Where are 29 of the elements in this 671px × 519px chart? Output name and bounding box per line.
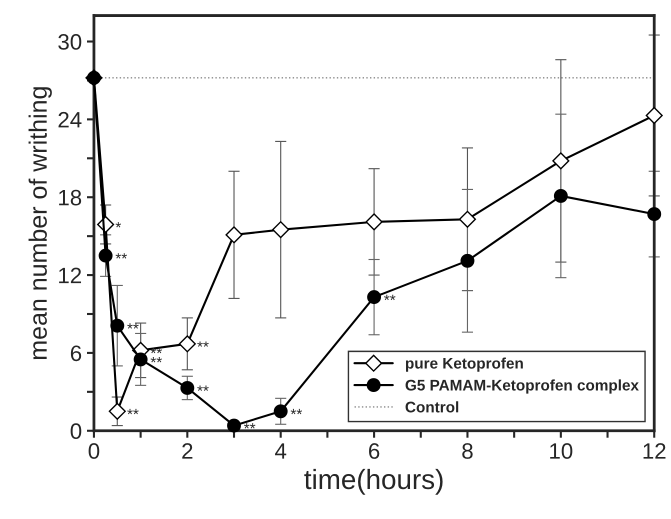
x-tick-label: 12: [644, 443, 666, 459]
annotation: **: [116, 253, 127, 259]
annotation: **: [244, 423, 256, 429]
x-tick-label: 8: [462, 443, 473, 459]
annotation: *: [116, 222, 122, 228]
annotation: **: [290, 408, 302, 414]
y-tick-label: 18: [59, 190, 82, 206]
y-tick-label: 24: [58, 112, 82, 128]
y-tick-label: 6: [70, 345, 82, 362]
y-axis-title: mean number of writhing: [28, 87, 52, 360]
x-tick-label: 2: [182, 443, 192, 459]
legend-label: Control: [406, 401, 458, 412]
annotation: **: [127, 408, 139, 414]
x-tick-label: 4: [275, 443, 286, 459]
annotation: **: [150, 357, 162, 362]
annotation: **: [197, 386, 209, 391]
y-tick-label: 12: [59, 268, 82, 284]
annotation: **: [384, 294, 396, 300]
x-tick-label: 10: [550, 443, 572, 459]
x-axis-title: time(hours): [304, 468, 443, 495]
legend-label: pure Ketoprofen: [406, 357, 523, 372]
x-tick-label: 0: [88, 443, 100, 459]
annotation: **: [150, 348, 162, 354]
y-tick-label: 0: [70, 423, 82, 440]
legend-label: G5 PAMAM-Ketoprofen complex: [406, 379, 639, 394]
annotation: **: [197, 341, 209, 347]
x-tick-label: 6: [369, 443, 380, 459]
y-tick-label: 30: [58, 34, 82, 50]
annotation: **: [127, 323, 139, 329]
